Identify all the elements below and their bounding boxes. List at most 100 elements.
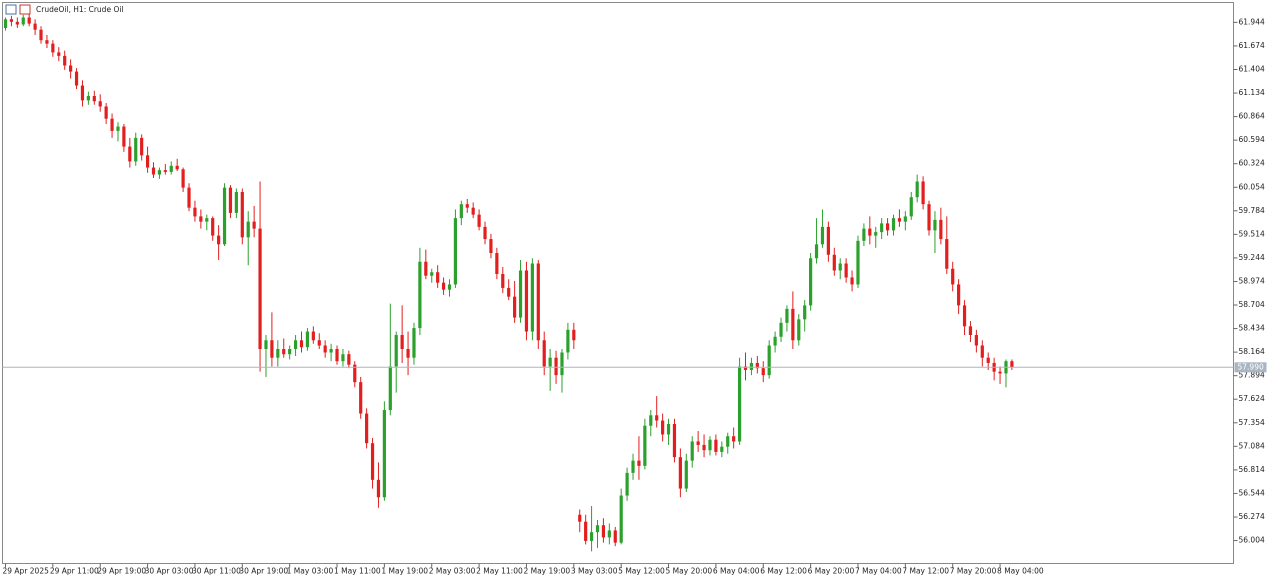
candle-body xyxy=(63,55,67,66)
candle-body xyxy=(749,362,754,370)
candle-body xyxy=(791,308,795,341)
candle-body xyxy=(15,21,19,25)
candle-body xyxy=(217,235,221,245)
candle-body xyxy=(548,357,552,367)
candle-body xyxy=(311,331,315,341)
candle-body xyxy=(518,270,523,318)
candle-body xyxy=(613,530,617,543)
candle-body xyxy=(140,137,144,156)
candle-body xyxy=(962,305,967,327)
candle-body xyxy=(92,96,96,102)
candle-body xyxy=(726,436,730,447)
x-tick-label: 1 May 19:00 xyxy=(381,567,428,576)
last-price-label: 57.990 xyxy=(1238,362,1264,371)
candle-body xyxy=(661,420,665,435)
candle-body xyxy=(418,261,422,329)
y-tick-label: 60.054 xyxy=(1239,182,1265,191)
candle-body xyxy=(128,146,132,162)
candle-body xyxy=(69,65,73,72)
candle-body xyxy=(566,329,570,353)
candle-body xyxy=(151,167,156,175)
candle-body xyxy=(45,40,49,44)
candle-body xyxy=(844,263,848,278)
candle-body xyxy=(27,17,31,24)
candle-body xyxy=(394,335,398,367)
candle-body xyxy=(732,436,736,442)
candle-body xyxy=(838,263,842,271)
candle-body xyxy=(655,415,659,421)
candle-body xyxy=(666,424,671,435)
y-tick-label: 61.944 xyxy=(1239,17,1265,26)
x-tick-label: 5 May 12:00 xyxy=(618,567,665,576)
y-tick-label: 56.004 xyxy=(1239,536,1265,545)
candle-body xyxy=(181,169,185,188)
x-tick-label: 2 May 19:00 xyxy=(523,567,570,576)
candle-body xyxy=(240,191,244,238)
plot-frame xyxy=(2,2,1234,564)
x-tick-label: 1 May 11:00 xyxy=(334,567,381,576)
x-tick-label: 29 Apr 2025 xyxy=(3,567,50,576)
x-tick-label: 30 Apr 19:00 xyxy=(239,567,288,576)
y-tick-label: 56.274 xyxy=(1239,512,1265,521)
candle-body xyxy=(939,219,943,240)
candle-body xyxy=(761,368,765,376)
candle-body xyxy=(536,263,540,341)
candle-body xyxy=(205,218,209,222)
x-tick-label: 5 May 20:00 xyxy=(666,567,713,576)
y-tick-label: 60.594 xyxy=(1239,135,1265,144)
candle-body xyxy=(755,362,759,369)
y-tick-label: 58.434 xyxy=(1239,324,1265,333)
candle-body xyxy=(406,348,410,358)
candle-body xyxy=(980,345,984,358)
y-tick-label: 61.674 xyxy=(1239,41,1265,50)
candle-body xyxy=(891,218,896,231)
candle-body xyxy=(779,322,783,337)
candle-body xyxy=(21,17,25,25)
candle-body xyxy=(637,460,641,466)
candle-body xyxy=(246,221,250,238)
candle-body xyxy=(678,457,682,489)
candle-body xyxy=(909,197,913,217)
candle-body xyxy=(258,228,262,349)
candle-body xyxy=(495,253,499,274)
candle-body xyxy=(234,191,238,213)
candle-body xyxy=(282,348,286,355)
candle-body xyxy=(33,23,37,30)
candle-body xyxy=(684,460,688,489)
candle-body xyxy=(9,19,14,22)
candle-body xyxy=(850,277,854,285)
candle-body xyxy=(424,261,428,276)
candle-body xyxy=(868,228,872,236)
candle-body xyxy=(365,413,369,444)
candle-body xyxy=(542,340,546,367)
candle-body xyxy=(74,71,79,86)
x-tick-label: 6 May 04:00 xyxy=(713,567,760,576)
candle-body xyxy=(897,218,902,222)
candle-body xyxy=(169,165,173,172)
candle-body xyxy=(51,43,55,53)
candle-body xyxy=(572,329,576,341)
x-tick-label: 29 Apr 11:00 xyxy=(50,567,99,576)
candle-body xyxy=(560,352,564,376)
candle-body xyxy=(376,479,381,498)
candle-body xyxy=(305,331,310,348)
candle-body xyxy=(359,382,363,414)
candle-body xyxy=(589,532,594,541)
y-tick-label: 61.134 xyxy=(1239,88,1265,97)
candle-body xyxy=(187,187,191,208)
candle-body xyxy=(447,284,452,290)
candle-body xyxy=(720,446,724,452)
candle-body xyxy=(400,335,404,349)
candle-body xyxy=(288,348,292,355)
y-tick-label: 56.544 xyxy=(1239,488,1265,497)
candle-body xyxy=(814,244,819,259)
candle-body xyxy=(353,364,357,383)
candle-body xyxy=(441,282,446,290)
y-tick-label: 58.164 xyxy=(1239,347,1265,356)
candle-body xyxy=(702,444,706,451)
candle-body xyxy=(222,187,227,245)
candle-body xyxy=(968,326,973,336)
candle-body xyxy=(903,216,907,222)
candle-body xyxy=(945,239,949,269)
